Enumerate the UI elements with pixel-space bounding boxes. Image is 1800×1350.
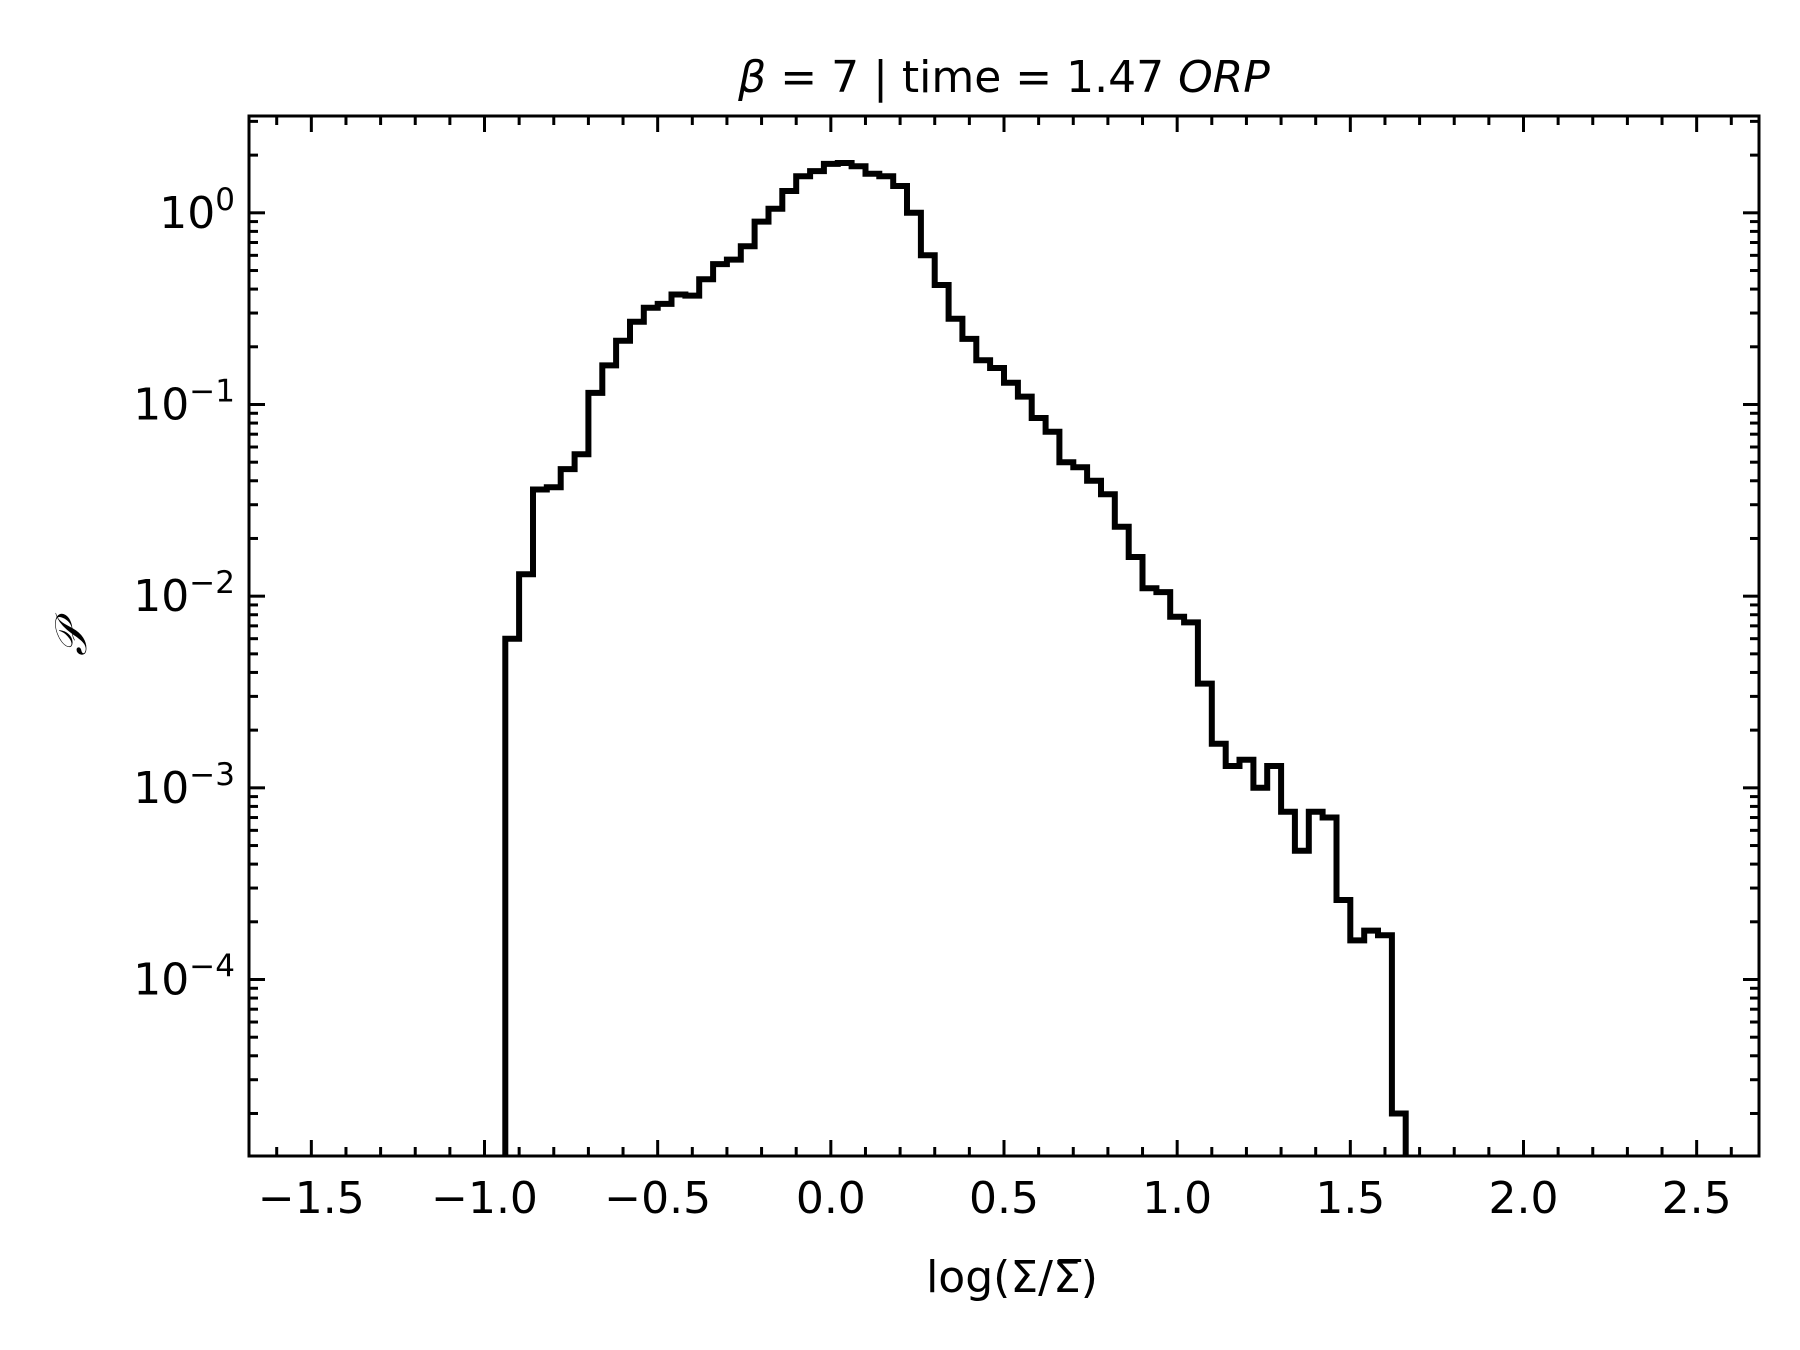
title-orp-unit: ORP: [1178, 52, 1270, 103]
y-tick-label: 10−4: [133, 949, 235, 1006]
x-tick-label: −0.5: [604, 1173, 711, 1224]
histogram-step-line: [502, 160, 1409, 1156]
y-tick-label: 10−2: [133, 565, 235, 622]
y-tick-labels: 100 10−1 10−2 10−3 10−4: [133, 182, 235, 1006]
x-tick-label: −1.5: [258, 1173, 365, 1224]
ticks-layer: [249, 116, 1759, 1156]
x-tick-label: −1.0: [431, 1173, 538, 1224]
y-tick-label: 10−3: [133, 757, 235, 814]
y-axis-label: 𝒫: [46, 613, 97, 656]
x-tick-label: 1.5: [1315, 1173, 1385, 1224]
x-tick-labels: −1.5 −1.0 −0.5 0.0 0.5 1.0 1.5 2.0 2.5: [258, 1173, 1732, 1224]
x-tick-label: 2.5: [1662, 1173, 1732, 1224]
axes-frame: [247, 114, 1761, 1158]
title-text: = 7 | time = 1.47: [766, 52, 1178, 103]
y-tick-label: 100: [159, 182, 235, 239]
x-axis-label: log(Σ/Σ̅): [926, 1252, 1098, 1303]
chart-title: β = 7 | time = 1.47 ORP: [737, 52, 1270, 103]
title-beta-symbol: β: [737, 52, 766, 103]
x-tick-label: 2.0: [1489, 1173, 1559, 1224]
x-tick-label: 0.0: [796, 1173, 866, 1224]
x-tick-label: 1.0: [1142, 1173, 1212, 1224]
y-tick-label: 10−1: [133, 373, 235, 430]
x-tick-label: 0.5: [969, 1173, 1039, 1224]
